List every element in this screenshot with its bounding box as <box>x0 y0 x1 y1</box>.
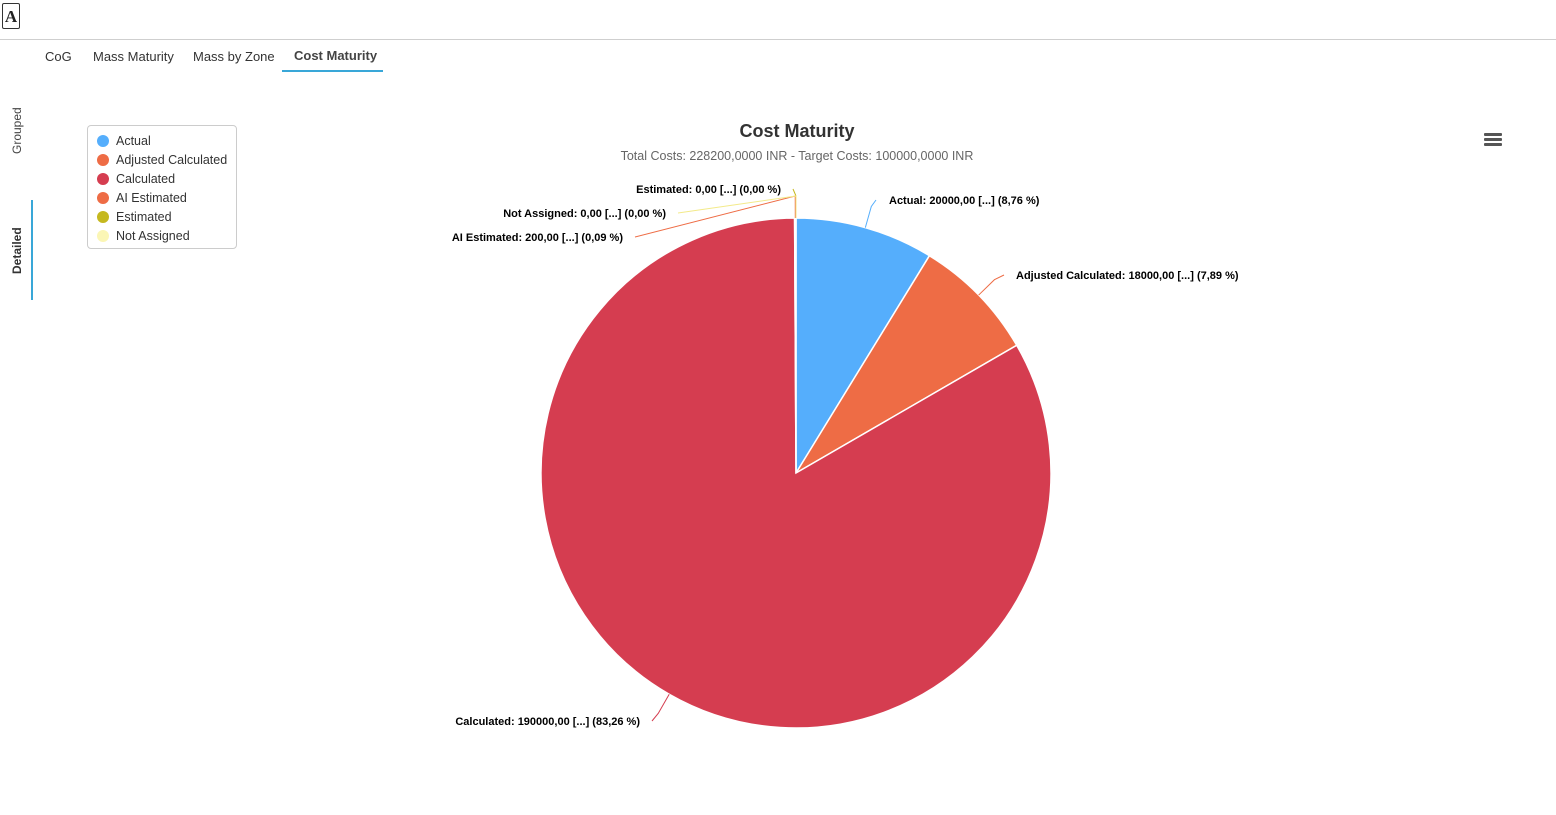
legend-item-estimated[interactable]: Estimated <box>96 208 236 227</box>
legend-dot <box>97 154 109 166</box>
legend-item-actual[interactable]: Actual <box>96 132 236 151</box>
legend-label: Estimated <box>116 210 172 224</box>
active-tab-indicator <box>282 70 383 72</box>
tab-bar: CoG Mass Maturity Mass by Zone Cost Matu… <box>0 41 600 73</box>
data-label-not-assigned: Not Assigned: 0,00 [...] (0,00 %) <box>503 208 666 220</box>
legend-dot <box>97 211 109 223</box>
legend-dot <box>97 135 109 147</box>
top-bar: A <box>0 0 1556 40</box>
data-label-ai-estimated: AI Estimated: 200,00 [...] (0,09 %) <box>452 232 624 244</box>
active-side-tab-indicator <box>31 200 33 300</box>
data-label-actual: Actual: 20000,00 [...] (8,76 %) <box>889 195 1040 207</box>
hamburger-menu-icon[interactable] <box>1482 130 1504 150</box>
tab-mass-by-zone[interactable]: Mass by Zone <box>193 49 275 64</box>
chart-legend: Actual Adjusted Calculated Calculated AI… <box>87 125 237 249</box>
data-label-calculated: Calculated: 190000,00 [...] (83,26 %) <box>455 716 640 728</box>
chart-subtitle: Total Costs: 228200,0000 INR - Target Co… <box>620 149 974 163</box>
legend-item-adjusted-calculated[interactable]: Adjusted Calculated <box>96 151 236 170</box>
connector-adjusted-calculated <box>978 274 1005 296</box>
legend-item-ai-estimated[interactable]: AI Estimated <box>96 189 236 208</box>
pie-slice-actual[interactable] <box>795 217 931 476</box>
legend-label: Calculated <box>116 172 176 186</box>
app-logo[interactable]: A <box>2 3 20 29</box>
legend-dot <box>97 192 109 204</box>
legend-label: Actual <box>116 134 151 148</box>
tab-cost-maturity[interactable]: Cost Maturity <box>294 48 378 63</box>
pie-slice-calculated[interactable] <box>540 217 1052 729</box>
legend-dot <box>97 173 109 185</box>
connector-calculated <box>651 693 670 722</box>
legend-label: AI Estimated <box>116 191 187 205</box>
legend-item-not-assigned[interactable]: Not Assigned <box>96 227 236 246</box>
tab-mass-maturity[interactable]: Mass Maturity <box>93 49 174 64</box>
connector-not-assigned <box>677 195 797 218</box>
tab-cog[interactable]: CoG <box>45 49 72 64</box>
legend-label: Adjusted Calculated <box>116 153 228 167</box>
data-label-estimated: Estimated: 0,00 [...] (0,00 %) <box>636 184 781 196</box>
connector-actual <box>864 199 877 228</box>
legend-label: Not Assigned <box>116 229 190 243</box>
chart-title: Cost Maturity <box>739 121 855 141</box>
legend-item-calculated[interactable]: Calculated <box>96 170 236 189</box>
legend-dot <box>97 230 109 242</box>
data-label-adjusted-calculated: Adjusted Calculated: 18000,00 [...] (7,8… <box>1016 270 1239 282</box>
